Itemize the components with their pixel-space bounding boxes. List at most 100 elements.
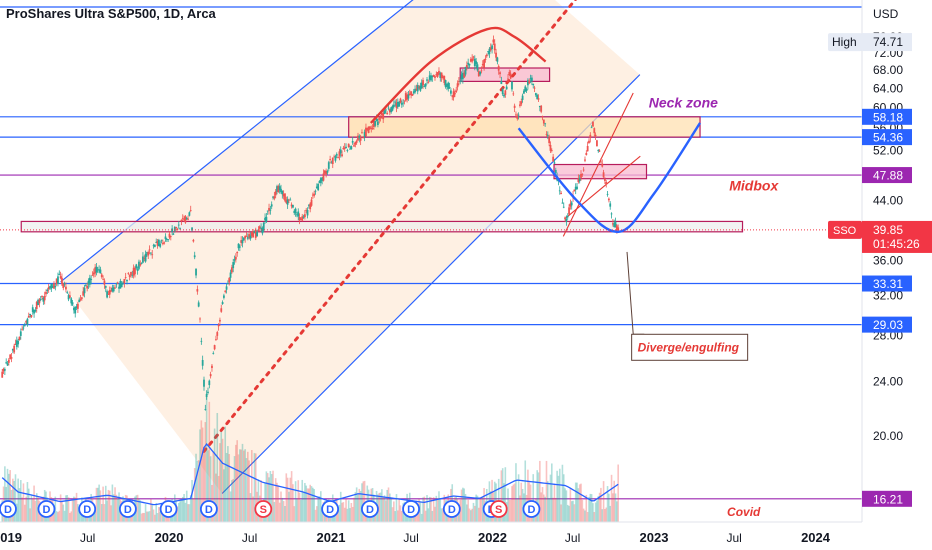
candle-body-147: [196, 289, 199, 292]
candle-body-398: [529, 77, 532, 80]
candle-body-380: [505, 86, 508, 90]
candle-body-188: [250, 232, 253, 236]
volume-bar-384: [511, 486, 513, 522]
candle-body-437: [581, 173, 584, 175]
volume-bar-322: [428, 496, 431, 522]
candle-body-339: [451, 95, 454, 97]
candle-body-78: [104, 285, 107, 288]
candle-body-145: [193, 255, 196, 258]
diverge-box: [631, 333, 749, 361]
event-label-4: D: [165, 504, 173, 516]
volume-bar-447: [594, 502, 597, 522]
volume-bar-59: [79, 512, 82, 522]
volume-bar-230: [306, 488, 309, 522]
volume-bar-424: [564, 488, 566, 522]
candle-body-394: [524, 86, 527, 92]
candle-body-273: [363, 131, 366, 137]
volume-bar-396: [527, 469, 529, 522]
volume-bar-6: [9, 470, 11, 522]
volume-bar-80: [107, 489, 110, 522]
candle-body-77: [103, 280, 106, 285]
candle-body-268: [357, 135, 359, 141]
volume-bar-439: [584, 510, 586, 522]
volume-bar-78: [104, 485, 107, 522]
y-tick-label: 36.00: [873, 253, 903, 267]
volume-bar-142: [189, 495, 192, 522]
candle-body-14: [19, 331, 22, 336]
volume-bar-460: [612, 493, 614, 522]
candle-body-290: [386, 113, 389, 115]
candle-body-345: [459, 80, 462, 82]
candle-body-246: [327, 162, 330, 169]
event-circle-1: [37, 500, 56, 518]
volume-bar-324: [431, 510, 434, 522]
volume-bar-234: [312, 487, 314, 522]
candle-body-124: [165, 239, 168, 240]
candle-body-328: [436, 72, 439, 77]
volume-bar-167: [223, 469, 225, 522]
event-marker-5: D: [199, 500, 218, 518]
candle-body-13: [18, 336, 21, 341]
candle-body-225: [300, 219, 302, 221]
event-circle-12: [489, 500, 508, 518]
candle-body-409: [544, 123, 547, 125]
candle-body-286: [380, 113, 383, 116]
volume-bar-193: [257, 479, 260, 522]
candle-body-458: [609, 203, 612, 207]
candle-body-119: [159, 243, 162, 247]
candle-body-288: [383, 110, 386, 114]
volume-bar-160: [213, 428, 216, 522]
candle-body-321: [427, 81, 430, 83]
volume-bar-136: [181, 496, 184, 522]
volume-bar-8: [12, 478, 14, 522]
candle-body-121: [161, 243, 164, 244]
price-label-4: 29.03: [873, 318, 903, 332]
countdown-label: 01:45:26: [873, 237, 920, 251]
x-tick-label: 2023: [640, 530, 669, 545]
candle-body-140: [187, 218, 189, 220]
candle-body-27: [37, 299, 39, 306]
volume-bar-24: [33, 485, 35, 522]
volume-bar-293: [390, 497, 392, 522]
candle-body-155: [207, 391, 209, 393]
event-marker-6: S: [254, 500, 273, 518]
candle-body-354: [471, 58, 474, 62]
x-tick-label: Jul: [80, 531, 95, 545]
volume-bar-171: [228, 454, 231, 522]
candle-body-436: [580, 174, 582, 178]
volume-bar-156: [208, 401, 211, 522]
volume-bar-121: [162, 510, 164, 522]
candle-body-248: [330, 162, 333, 164]
volume-bar-76: [102, 486, 104, 522]
candle-body-461: [613, 223, 616, 228]
candle-body-386: [513, 105, 516, 108]
candle-body-264: [351, 140, 354, 143]
candle-body-152: [203, 379, 205, 387]
candle-body-211: [281, 190, 284, 195]
candle-body-18: [25, 321, 28, 323]
candle-body-325: [432, 74, 435, 77]
volume-bar-150: [200, 420, 203, 522]
candle-body-304: [404, 93, 407, 101]
volume-bar-236: [314, 509, 317, 522]
candle-body-185: [246, 237, 249, 239]
candle-body-45: [61, 277, 63, 285]
volume-bar-182: [243, 450, 245, 522]
candle-body-72: [96, 269, 99, 271]
volume-bar-79: [106, 500, 108, 522]
volume-bar-241: [321, 507, 323, 522]
volume-bar-139: [185, 490, 188, 522]
candle-body-285: [379, 117, 382, 119]
candle-body-384: [511, 81, 513, 90]
volume-bar-344: [458, 509, 460, 522]
candle-body-183: [244, 236, 247, 239]
candle-body-217: [289, 199, 292, 201]
candle-body-57: [76, 303, 79, 309]
candle-body-1: [2, 368, 5, 372]
volume-bar-107: [143, 513, 146, 522]
volume-bar-423: [562, 474, 565, 522]
x-tick-label: Jul: [726, 531, 741, 545]
candle-body-277: [369, 126, 371, 129]
candle-body-403: [536, 95, 539, 100]
